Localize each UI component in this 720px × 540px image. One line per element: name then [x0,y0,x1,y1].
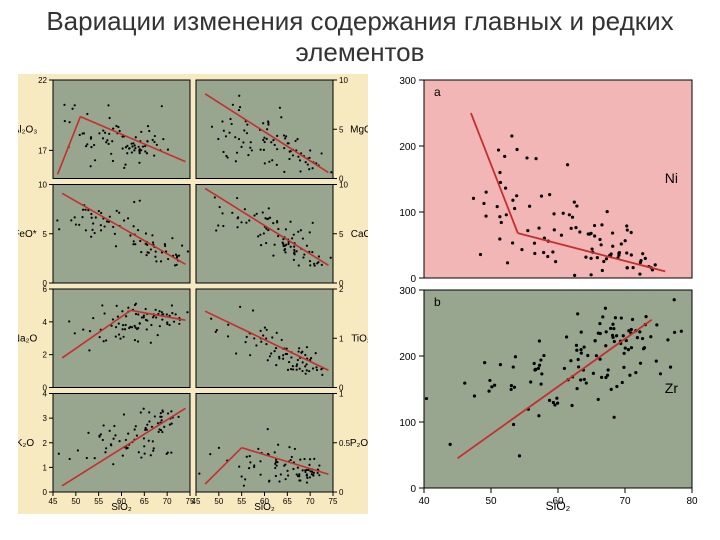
svg-text:55: 55 [237,497,246,506]
svg-text:SiO₂: SiO₂ [546,499,571,513]
svg-text:TiO₂: TiO₂ [351,333,368,344]
svg-text:300: 300 [399,76,416,87]
major-elements-figure: 1722Al₂O₃0510MgO0510FeO*0510CaO0246Na₂O0… [18,74,368,514]
svg-text:200: 200 [399,142,416,153]
svg-text:1: 1 [339,390,344,399]
svg-text:P₂O₅: P₂O₅ [350,438,368,449]
svg-text:5: 5 [339,125,344,134]
page-title: Вариации изменения содержания главных и … [10,6,710,68]
svg-text:5: 5 [339,230,344,239]
svg-text:3: 3 [43,414,48,423]
svg-text:100: 100 [399,418,416,429]
panel-ni: 0 100 200 300 a Ni [399,76,692,285]
svg-text:10: 10 [339,76,348,85]
svg-text:65: 65 [283,497,292,506]
svg-text:100: 100 [399,208,416,219]
svg-text:2: 2 [43,351,48,360]
svg-text:CaO: CaO [351,229,368,240]
svg-text:17: 17 [38,146,47,155]
svg-text:10: 10 [38,181,47,190]
svg-text:40: 40 [418,496,430,507]
svg-text:Ni: Ni [665,170,678,186]
svg-text:45: 45 [49,497,58,506]
svg-text:300: 300 [399,286,416,297]
svg-text:Na₂O: Na₂O [18,333,37,344]
svg-text:55: 55 [94,497,103,506]
svg-text:65: 65 [140,497,149,506]
svg-text:5: 5 [43,230,48,239]
svg-text:2: 2 [339,285,344,294]
svg-text:50: 50 [214,497,223,506]
svg-text:a: a [434,85,441,99]
svg-text:0: 0 [339,488,344,497]
svg-text:1: 1 [43,463,48,472]
svg-text:200: 200 [399,352,416,363]
svg-text:Zr: Zr [665,380,679,396]
panel-zr: 01002003004050607080bZr [399,286,698,507]
svg-text:6: 6 [43,285,48,294]
svg-text:70: 70 [619,496,631,507]
svg-text:45: 45 [192,497,201,506]
svg-text:50: 50 [71,497,80,506]
svg-text:K₂O: K₂O [18,438,34,449]
svg-text:22: 22 [38,76,47,85]
svg-text:10: 10 [339,181,348,190]
svg-text:SiO₂: SiO₂ [254,502,275,513]
svg-text:70: 70 [306,497,315,506]
svg-text:FeO*: FeO* [18,229,37,240]
svg-text:Al₂O₃: Al₂O₃ [18,124,37,135]
svg-text:4: 4 [43,390,48,399]
svg-text:1: 1 [339,334,344,343]
svg-text:0: 0 [410,484,416,495]
svg-text:MgO: MgO [350,124,368,135]
trace-elements-figure: 0100200300aNi01002003004050607080bZrSiO₂ [382,74,702,514]
svg-text:75: 75 [329,497,338,506]
svg-text:0: 0 [410,274,416,285]
svg-text:0: 0 [43,488,48,497]
svg-text:b: b [434,295,441,309]
svg-text:50: 50 [485,496,497,507]
svg-text:4: 4 [43,318,48,327]
svg-text:SiO₂: SiO₂ [111,502,132,513]
svg-text:70: 70 [163,497,172,506]
svg-text:2: 2 [43,439,48,448]
svg-text:80: 80 [686,496,698,507]
